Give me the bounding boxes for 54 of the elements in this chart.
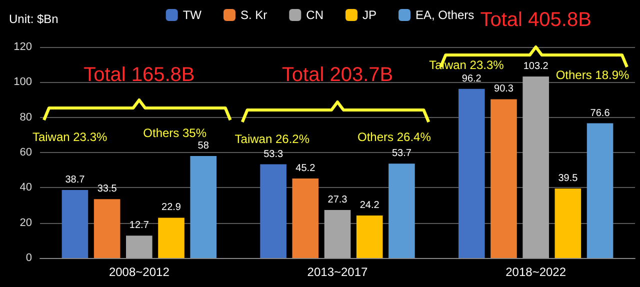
bar [260, 164, 286, 258]
bar [292, 178, 319, 258]
bar [490, 99, 517, 258]
bar [94, 199, 120, 258]
x-tick-label: 2018~2022 [506, 265, 566, 279]
legend-label: JP [362, 8, 376, 22]
legend-label: EA, Others [415, 8, 474, 22]
legend-label: TW [182, 8, 202, 22]
y-tick-label: 0 [26, 252, 32, 264]
bar [324, 210, 351, 258]
annotation: Others 18.9% [556, 68, 630, 82]
legend-label: S. Kr [240, 8, 268, 22]
data-label: 58 [198, 140, 210, 152]
bar [522, 76, 549, 258]
y-tick-label: 80 [20, 111, 32, 124]
annotation: Total 203.7B [282, 64, 394, 86]
annotation: Others 26.4% [358, 130, 432, 144]
data-label: 12.7 [129, 220, 150, 232]
y-tick-label: 100 [14, 76, 32, 88]
data-label: 96.2 [462, 73, 482, 84]
data-label: 27.3 [328, 194, 348, 206]
y-tick-label: 20 [20, 216, 32, 229]
data-label: 76.6 [590, 108, 610, 119]
data-label: 22.9 [162, 202, 182, 214]
annotation: Others 35% [143, 126, 207, 140]
x-tick-label: 2008~2012 [108, 265, 170, 279]
bar [158, 218, 184, 258]
bar [62, 190, 88, 258]
data-label: 90.3 [494, 84, 514, 95]
bar [554, 188, 582, 258]
data-label: 53.7 [392, 148, 412, 160]
data-label: 103.2 [523, 61, 549, 72]
bar [458, 88, 485, 258]
annotation: Taiwan 23.3% [32, 130, 108, 144]
annotation: Total 165.8B [84, 64, 195, 86]
data-label: 38.7 [65, 174, 86, 186]
data-label: 53.3 [264, 148, 284, 160]
text: Total 405.8B [480, 9, 592, 31]
legend-label: CN [306, 8, 324, 22]
data-label: 24.2 [360, 200, 380, 211]
data-label: 45.2 [296, 163, 316, 174]
data-label: 39.5 [558, 173, 578, 184]
bar [586, 123, 614, 258]
bar [190, 156, 217, 258]
bar [126, 236, 152, 258]
data-label: 33.5 [97, 184, 118, 195]
y-axis-title: Unit: $Bn [9, 12, 58, 26]
annotation: Taiwan 26.2% [234, 132, 310, 146]
bar [356, 215, 383, 258]
y-tick-label: 120 [14, 41, 32, 53]
y-tick-label: 40 [20, 182, 32, 194]
bar [388, 164, 415, 258]
x-tick-label: 2013~2017 [307, 265, 368, 279]
y-tick-label: 60 [20, 146, 32, 158]
